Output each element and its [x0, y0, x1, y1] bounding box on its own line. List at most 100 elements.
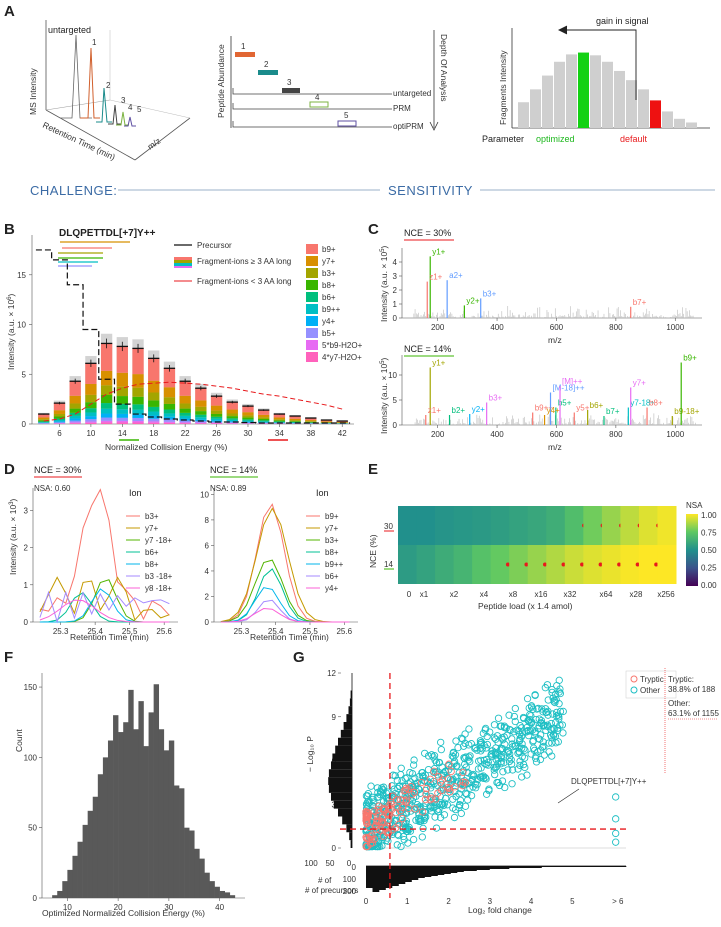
- g-point-other: [559, 707, 567, 716]
- g-hist-xtick: 50: [326, 859, 335, 868]
- b-bar-segment: [163, 422, 176, 424]
- g-point-other: [497, 722, 505, 730]
- c-peak-label: b7+: [633, 298, 647, 307]
- g-point-tryptic: [428, 794, 436, 802]
- g-point-tryptic: [459, 778, 467, 786]
- sensitivity-label: SENSITIVITY: [388, 183, 473, 198]
- b-bar-segment: [163, 397, 176, 404]
- g-bottom-hist-bar: [424, 866, 432, 877]
- gain-bar: [674, 118, 685, 128]
- b-bar-segment: [53, 420, 66, 422]
- b-bar-segment: [305, 421, 317, 423]
- gain-in-signal-label: gain in signal: [596, 16, 649, 26]
- g-point-highlight: [523, 771, 531, 779]
- g-point-other: [421, 749, 429, 757]
- e-legend-tick: 0.75: [701, 529, 717, 538]
- f-bar: [102, 757, 109, 898]
- b-bar-segment: [210, 420, 223, 422]
- g-left-hist-bar: [333, 800, 352, 809]
- gain-bar: [518, 102, 529, 128]
- g-point-other: [530, 746, 539, 755]
- peak-5-label: 5: [137, 105, 142, 114]
- b-bar-segment: [132, 348, 144, 375]
- legend-other-marker: [630, 686, 638, 694]
- side-tryptic-label: Tryptic:: [668, 675, 694, 684]
- g-bottom-hist-bar: [567, 866, 575, 867]
- precursor-line: [35, 249, 351, 424]
- b-ytick-label: 15: [17, 271, 26, 280]
- d-left-xlabel: Retention Time (min): [70, 632, 149, 642]
- b-bar-segment: [273, 419, 286, 421]
- b-bar-segment: [148, 400, 160, 407]
- g-point-other: [403, 827, 412, 836]
- retention-time-label: Retention Time (min): [41, 120, 117, 162]
- d-xtick-label: 25.4: [87, 627, 103, 636]
- g-point-other: [555, 688, 563, 696]
- depth-bar-3: [282, 88, 300, 93]
- g-bottom-hist-bar: [483, 866, 490, 870]
- f-bar: [204, 872, 210, 898]
- depth-bar-1-label: 1: [241, 42, 246, 51]
- g-point-tryptic: [436, 778, 445, 786]
- d-left-nsa: NSA: 0.60: [34, 484, 71, 493]
- panel-f-letter: F: [4, 649, 13, 666]
- b-bar-segment: [273, 414, 286, 418]
- c-peak-label: y2+: [466, 296, 479, 305]
- b-ion-swatch: [306, 340, 318, 350]
- g-bottom-hist-bar: [463, 866, 471, 871]
- g-point-other: [533, 705, 541, 713]
- g-point-other: [552, 739, 560, 747]
- g-point-other: [464, 756, 472, 764]
- d-legend-label: y4+: [325, 584, 338, 593]
- g-point-other: [556, 689, 565, 698]
- b-bar-segment: [69, 408, 81, 413]
- b-ion-label: b5+: [322, 329, 336, 338]
- g-point-other: [510, 712, 518, 721]
- b-bar-segment: [132, 422, 144, 424]
- g-hist-ytick: 200: [343, 887, 357, 896]
- peak-3-label: 3: [121, 96, 126, 105]
- e-dot-14: [598, 562, 603, 567]
- depth-bar-1: [235, 52, 255, 57]
- g-point-other: [399, 819, 407, 827]
- b-bar-segment: [226, 422, 238, 424]
- b-ion-label: 5*b9-H2O+: [322, 341, 363, 350]
- g-point-other: [551, 698, 559, 707]
- g-bottom-hist-bar: [619, 866, 627, 867]
- b-bar-segment: [258, 420, 270, 422]
- gain-bar: [566, 54, 577, 128]
- d-trace: [39, 599, 170, 623]
- g-point-tryptic: [364, 835, 372, 843]
- panel-b: DLQPETTDL[+7]Y++ Intensity (a.u. × 106) …: [6, 228, 363, 452]
- g-point-tryptic: [444, 783, 452, 792]
- e-cell-14: [490, 545, 510, 584]
- b-bar-segment: [242, 422, 254, 424]
- g-point-other: [500, 722, 509, 730]
- f-bar: [179, 788, 185, 898]
- g-point-other: [432, 824, 441, 832]
- c-ytick-label: 4: [393, 258, 398, 267]
- e-row-30: 30: [384, 522, 393, 531]
- g-point-tryptic: [384, 816, 392, 825]
- f-bar: [57, 890, 63, 898]
- g-point-other: [527, 712, 535, 720]
- f-bar: [118, 732, 124, 898]
- panel-e-letter: E: [368, 461, 378, 478]
- g-point-other: [405, 790, 413, 798]
- g-point-other: [448, 776, 457, 785]
- optimized-label: optimized: [536, 134, 575, 144]
- g-point-other: [483, 755, 491, 764]
- g-point-other: [511, 704, 519, 713]
- f-bar: [184, 827, 190, 898]
- b-bar-segment: [69, 395, 81, 404]
- g-point-tryptic: [392, 809, 400, 817]
- g-bottom-hist-bar: [366, 866, 373, 888]
- e-cell-30: [398, 506, 418, 545]
- c-xtick-label: 800: [609, 323, 623, 332]
- b-bar-segment: [53, 410, 66, 414]
- g-point-other: [514, 765, 522, 773]
- b-ion-swatch: [306, 352, 318, 362]
- e-legend-tick: 1.00: [701, 511, 717, 520]
- legend-other: Other: [640, 686, 660, 695]
- side-other-label: Other:: [668, 699, 690, 708]
